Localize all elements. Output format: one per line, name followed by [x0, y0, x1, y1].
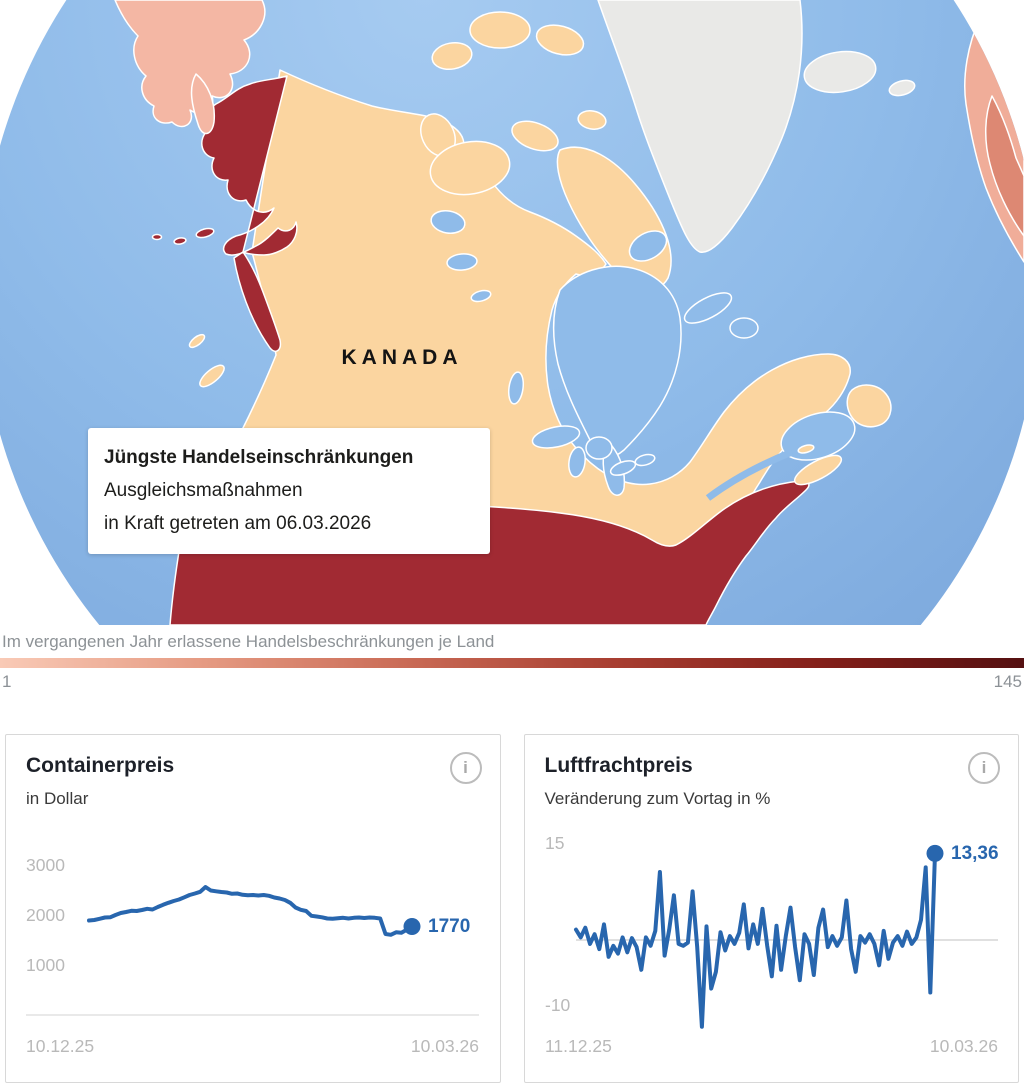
- lake-ontario-shape: [634, 453, 656, 467]
- pei-shape: [797, 444, 815, 454]
- last-value-dot: [926, 844, 943, 862]
- aleutian-island-shape: [173, 237, 187, 245]
- tooltip-line: Ausgleichsmaßnahmen: [104, 480, 303, 501]
- arctic-island-shape: [577, 110, 607, 130]
- series-line: [87, 885, 414, 937]
- map-tooltip: Jüngste Handelseinschränkungen Ausgleich…: [88, 428, 490, 554]
- chart-cards-row: Containerpreis i in Dollar 3000 2000 1000 1…: [0, 734, 1024, 1083]
- y-tick-label: 3000: [26, 855, 65, 875]
- great-slave-lake-shape: [446, 253, 478, 271]
- aleutian-island-shape: [151, 233, 163, 241]
- russia-shape[interactable]: [114, 0, 266, 128]
- info-icon-glyph: i: [463, 758, 468, 777]
- card-title: Luftfrachtpreis: [544, 754, 693, 777]
- nova-scotia-shape: [793, 454, 843, 486]
- newfoundland-shape: [846, 384, 892, 428]
- legend-gradient-bar: [0, 658, 1024, 668]
- legend-max-label: 145: [993, 672, 1022, 691]
- foxe-basin-shape: [628, 230, 668, 262]
- aleutian-island-shape: [195, 227, 215, 239]
- iceland-shape[interactable]: [802, 47, 879, 97]
- legend-caption: Im vergangenen Jahr erlassene Handelsbes…: [2, 632, 495, 651]
- last-value-label: 13,36: [951, 843, 998, 864]
- last-value-dot: [403, 918, 421, 935]
- x-label-end: 10.03.26: [411, 1036, 479, 1056]
- tooltip-line: in Kraft getreten am 06.03.2026: [104, 513, 372, 534]
- haida-gwaii-shape[interactable]: [187, 332, 206, 349]
- y-tick-label: 2000: [26, 905, 65, 925]
- arctic-island-shape: [511, 120, 559, 152]
- great-bear-lake-shape: [430, 210, 466, 234]
- card-luftfrachtpreis: Luftfrachtpreis i Veränderung zum Vortag…: [523, 734, 1019, 1083]
- world-map[interactable]: KANADA Jüngste Handelseinschränkungen Au…: [0, 0, 1024, 625]
- card-subtitle: in Dollar: [26, 789, 89, 808]
- greenland-shape[interactable]: [597, 0, 803, 253]
- tooltip-title: Jüngste Handelseinschränkungen: [104, 447, 414, 468]
- kamchatka-shape: [190, 73, 216, 135]
- arctic-island-shape: [535, 24, 585, 56]
- lake-winnipeg-shape: [507, 371, 525, 405]
- info-icon[interactable]: i: [449, 752, 482, 784]
- victoria-island-shape: [429, 140, 511, 196]
- small-island-shape: [888, 79, 916, 97]
- y-tick-label: 1000: [26, 955, 65, 975]
- last-value-label: 1770: [428, 916, 470, 937]
- arctic-island-shape: [431, 41, 473, 71]
- y-tick-label: -10: [545, 995, 571, 1015]
- lake-superior-shape: [531, 425, 581, 449]
- arctic-island-shape: [469, 11, 531, 49]
- st-lawrence-river: [705, 448, 794, 501]
- lake-athabasca-shape: [470, 289, 492, 303]
- luftfrachtpreis-chart: 15 -10 13,36 11.12.25 10.03.26: [545, 833, 998, 1056]
- x-label-end: 10.03.26: [929, 1036, 997, 1056]
- card-title: Containerpreis: [26, 754, 175, 777]
- x-label-start: 11.12.25: [545, 1036, 612, 1056]
- ungava-bay-shape: [729, 317, 759, 339]
- y-tick-label: 15: [545, 833, 564, 853]
- lake-michigan-shape: [568, 446, 586, 478]
- hudson-strait-shape: [683, 292, 733, 324]
- alaska-panhandle-shape[interactable]: [233, 251, 282, 352]
- country-label: KANADA: [342, 346, 463, 369]
- containerpreis-chart: 3000 2000 1000 1770 10.12.25 10.03.26: [26, 855, 479, 1056]
- europe-dark-shape: [984, 95, 1024, 237]
- info-icon[interactable]: i: [968, 752, 1000, 784]
- x-label-start: 10.12.25: [26, 1036, 94, 1056]
- info-icon-glyph: i: [981, 758, 987, 777]
- series-line: [573, 851, 937, 1029]
- lake-huron-shape: [585, 436, 613, 460]
- map-legend: Im vergangenen Jahr erlassene Handelsbes…: [0, 630, 1024, 693]
- card-subtitle: Veränderung zum Vortag in %: [544, 789, 771, 808]
- vancouver-island-shape[interactable]: [197, 362, 228, 390]
- legend-min-label: 1: [2, 672, 12, 691]
- card-containerpreis: Containerpreis i in Dollar 3000 2000 1000 1…: [5, 734, 501, 1083]
- hudson-bay-shape: [552, 265, 682, 458]
